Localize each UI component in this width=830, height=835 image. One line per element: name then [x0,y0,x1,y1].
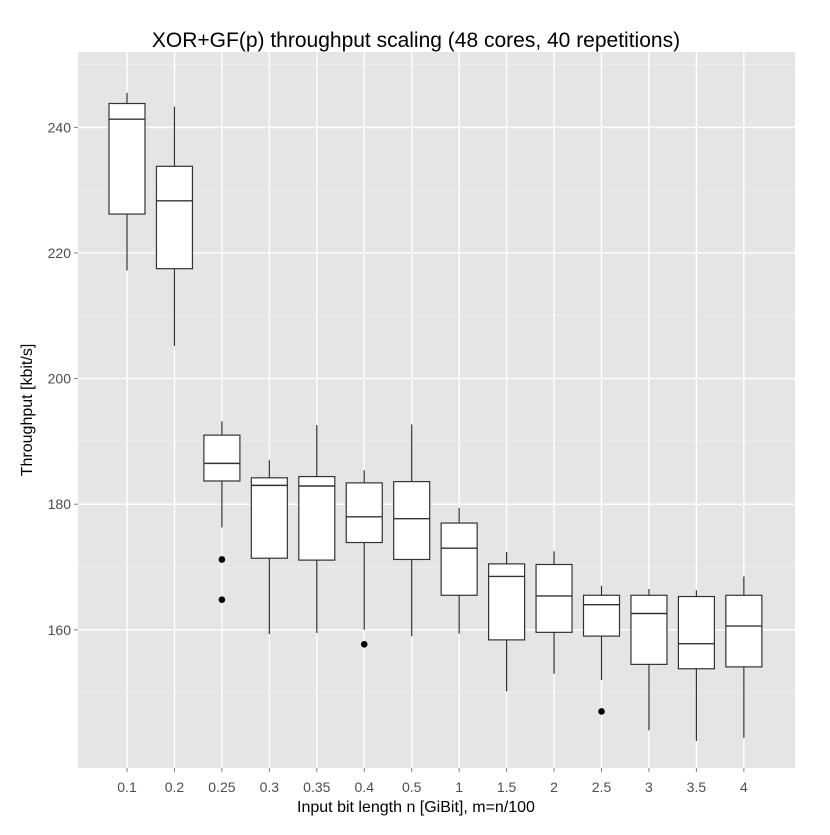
x-tick-label: 0.2 [165,779,185,795]
box [203,434,241,482]
x-tick-label: 4 [740,779,748,795]
box [535,563,573,633]
box [488,563,526,641]
x-tick-label: 0.4 [355,779,375,795]
box [155,165,194,270]
y-tick-label: 160 [48,622,72,638]
x-tick-label: 1 [455,779,463,795]
x-tick-label: 0.1 [117,779,137,795]
box [108,102,146,215]
box [440,522,478,596]
y-tick-label: 180 [48,496,72,512]
outlier-point [218,556,226,563]
box [250,477,288,559]
x-tick-label: 3.5 [687,779,707,795]
x-tick-label: 3 [645,779,653,795]
y-axis-title: Throughput [kbit/s] [19,344,36,477]
box [630,594,668,665]
x-tick-label: 2 [550,779,558,795]
outlier-point [218,596,226,603]
x-tick-label: 0.3 [260,779,280,795]
x-tick-label: 0.25 [208,779,235,795]
y-tick-label: 220 [48,245,72,261]
outlier-point [360,640,368,648]
x-tick-label: 0.5 [402,779,422,795]
box [298,475,336,561]
x-tick-label: 0.35 [303,779,330,795]
chart-title: XOR+GF(p) throughput scaling (48 cores, … [152,29,680,52]
y-axis-ticks: 160 180 200 220 240 [48,119,78,638]
y-tick-label: 240 [48,119,72,135]
box [345,482,383,544]
x-tick-label: 2.5 [592,779,612,795]
box [725,594,763,668]
box [677,595,716,670]
box-series [108,92,763,741]
box [393,481,431,561]
x-axis-title: Input bit length n [GiBit], m=n/100 [297,799,535,816]
x-tick-label: 1.5 [497,779,517,795]
y-tick-label: 200 [48,371,72,387]
outlier-point [598,708,605,715]
box [582,594,621,637]
x-axis-ticks: 0.1 0.2 0.25 0.3 0.35 0.4 0.5 1 1.5 2 2.5 3 3.5 4 [117,768,748,795]
plot-panel [78,52,795,768]
